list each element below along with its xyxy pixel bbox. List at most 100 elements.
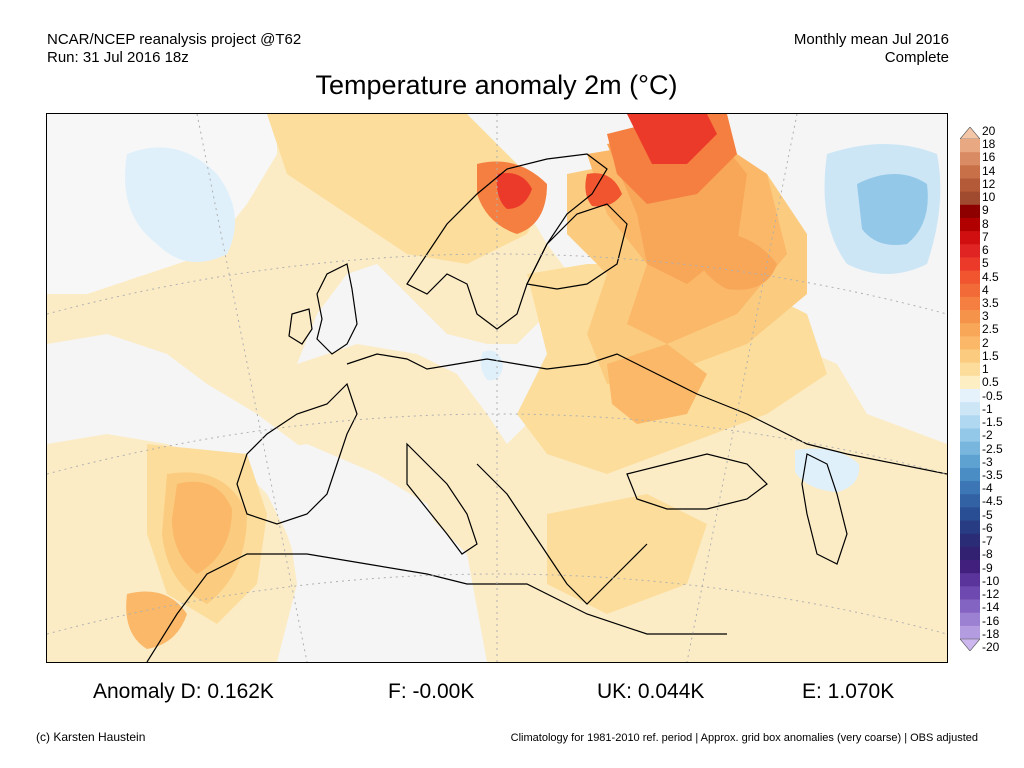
anomaly-area-warm-6b [496,173,532,209]
coastline-iberia [236,382,358,525]
colorbar-swatch [960,533,980,548]
colorbar-tick-label: 7 [982,229,989,244]
colorbar-swatch [960,165,980,179]
colorbar-tick-label: -0.5 [982,388,1003,403]
colorbar-swatch [960,389,980,403]
colorbar-swatch [960,507,980,521]
anomaly-e-value: E: 1.070K [802,680,895,703]
coastline-scandinavia [406,153,608,330]
colorbar-swatch [960,599,980,614]
anomaly-area-warm-3c [172,481,232,574]
colorbar-tick-label: -7 [982,534,993,549]
anomaly-uk-value: UK: 0.044K [597,680,705,703]
coastline-caspian [801,453,848,565]
colorbar-tick-label: 1.5 [982,348,999,363]
colorbar-swatch [960,349,980,364]
colorbar-swatch [960,573,980,587]
anomaly-area-cool-caspian [795,448,860,492]
colorbar-swatch [960,494,980,508]
colorbar-swatch [960,310,980,324]
anomaly-area-warm-3b [607,344,707,424]
colorbar-swatch [960,191,980,206]
colorbar-swatch [960,441,980,456]
colorbar-tick-label: -1 [982,401,993,416]
colorbar-swatch [960,560,980,574]
anomaly-area-warm-6 [627,114,717,164]
anomaly-area-neutral [297,264,597,444]
colorbar-tick-label: 20 [982,124,996,138]
colorbar-swatch [960,257,980,271]
colorbar-tick-label: 8 [982,216,989,231]
colorbar-swatch [960,178,980,193]
coastline-italy [406,442,478,555]
colorbar-swatch [960,244,980,258]
colorbar-tick-label: -14 [982,600,1000,615]
coastline-continent [346,353,947,475]
colorbar-swatch [960,323,980,337]
colorbar-tick-label: 1 [982,362,989,377]
anomaly-area-warm-1d [547,494,707,614]
colorbar-top-arrow [960,127,980,140]
coastline-finland [526,203,628,290]
colorbar-swatch [960,231,980,245]
stats-row: Anomaly D: 0.162K F: -0.00K UK: 0.044K E… [0,680,1024,706]
footnote: Climatology for 1981-2010 ref. period | … [510,732,978,744]
colorbar-tick-label: -16 [982,613,1000,628]
colorbar-tick-label: -12 [982,587,1000,602]
colorbar-swatch [960,139,980,153]
header-left: NCAR/NCEP reanalysis project @T62 Run: 3… [47,31,301,67]
colorbar-tick-label: 14 [982,163,996,178]
colorbar-swatch [960,428,980,443]
colorbar-tick-label: -18 [982,626,1000,641]
colorbar-swatch [960,204,980,219]
colorbar-tick-label: 3 [982,309,989,324]
header-right: Monthly mean Jul 2016 Complete [794,31,949,67]
coastline-ireland [288,308,313,345]
colorbar-tick-label: 6 [982,243,989,258]
colorbar-tick-label: 18 [982,137,996,152]
colorbar-tick-label: -4 [982,481,993,496]
colorbar-tick-label: -4.5 [982,494,1003,509]
colorbar-swatch [960,612,980,627]
coastline-balkans [476,463,648,605]
colorbar-tick-label: -2.5 [982,441,1003,456]
colorbar-swatch [960,402,980,416]
colorbar-swatch [960,454,980,469]
colorbar-swatch [960,467,980,482]
colorbar-swatch [960,375,980,390]
anomaly-f-value: F: -0.00K [388,680,475,703]
graticule [47,114,947,662]
colorbar-swatch [960,362,980,377]
colorbar-swatch [960,415,980,429]
colorbar-tick-label: 3.5 [982,296,999,310]
anomaly-d-value: Anomaly D: 0.162K [93,680,274,703]
copyright: (c) Karsten Haustein [36,730,146,744]
colorbar-swatch [960,625,980,640]
run-label: Run: 31 Jul 2016 18z [47,49,189,66]
colorbar-swatch [960,283,980,298]
colorbar-tick-label: -3 [982,454,993,469]
colorbar-bottom-arrow [960,638,980,651]
colorbar-tick-label: -3.5 [982,468,1003,482]
colorbar-tick-label: -2 [982,428,993,443]
coastline-black-sea [626,453,768,510]
anomaly-area-cool-urals-core [857,174,928,245]
anomaly-area-warm-6c [585,173,622,207]
map-title: Temperature anomaly 2m (°C) [315,70,678,100]
colorbar-tick-label: 4.5 [982,269,999,284]
anomaly-area-warm-3d [126,591,187,649]
colorbar-tick-label: -20 [982,640,1000,654]
anomaly-area-neutral-2 [247,444,447,662]
colorbar-swatch [960,296,980,311]
colorbar-tick-label: -6 [982,520,993,535]
colorbar [960,127,980,651]
model-label: NCAR/NCEP reanalysis project @T62 [47,31,302,48]
anomaly-area-warm-4b [687,232,777,290]
colorbar-swatch [960,481,980,495]
map-canvas [47,114,947,662]
colorbar-tick-label: -10 [982,573,1000,588]
coastline-uk [316,263,358,355]
colorbar-tick-label: -1.5 [982,415,1003,430]
colorbar-tick-label: -9 [982,560,993,575]
colorbar-tick-label: -8 [982,547,993,562]
